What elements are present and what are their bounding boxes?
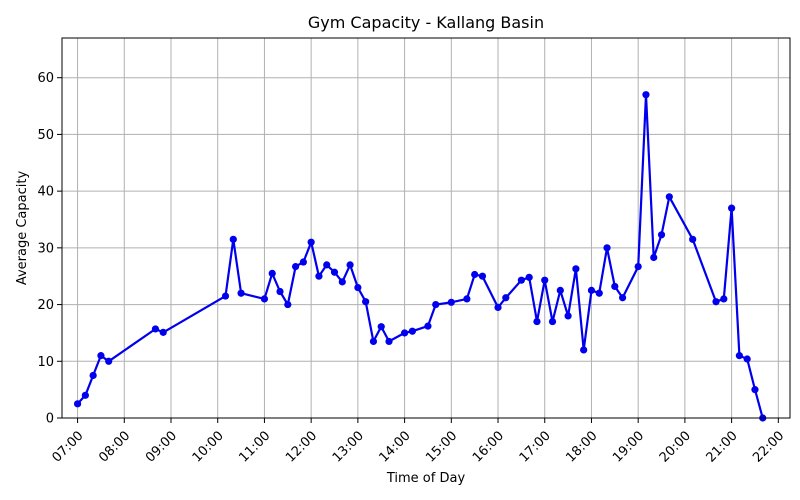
data-point [284,300,292,309]
data-point [81,391,89,399]
data-point [432,300,440,309]
plot-frame [61,37,791,419]
data-point [657,231,666,239]
data-point [572,265,580,273]
data-point [323,261,331,269]
data-point [735,352,743,360]
data-point [556,286,564,294]
y-tick-label: 10 [37,355,54,370]
data-point [424,322,432,330]
data-point [447,298,455,306]
data-point [221,292,230,300]
data-point [517,276,525,284]
data-point [260,295,269,303]
data-point [237,289,245,297]
data-point [618,294,627,302]
data-point [362,298,370,306]
x-axis-title: Time of Day [386,471,466,486]
data-point [471,270,479,279]
data-point [291,262,300,271]
data-point [307,238,315,246]
data-point [229,235,237,243]
data-point [385,337,393,346]
data-point [728,204,736,212]
y-tick-label: 60 [37,71,54,86]
data-point [650,253,658,262]
series-layer [73,91,767,422]
data-point [299,258,307,266]
data-point [354,283,362,292]
data-point [712,298,720,306]
data-point [603,244,611,252]
data-point [478,272,487,280]
data-point [97,352,105,360]
chart-title: Gym Capacity - Kallang Basin [308,13,544,32]
data-point [73,400,82,408]
data-point [330,268,339,276]
data-point [105,357,113,365]
data-point [533,317,541,326]
data-point [159,328,167,336]
data-point [338,278,346,286]
data-point [720,295,728,303]
data-point [463,295,471,303]
y-tick-label: 40 [37,185,54,200]
data-point [502,294,510,302]
data-point [400,329,409,337]
data-point [548,317,557,326]
data-point [268,269,276,277]
data-point [315,272,323,280]
data-point [89,371,97,380]
data-point [634,262,642,271]
data-point [377,323,385,331]
y-tick-label: 0 [46,412,54,427]
data-point [743,355,751,363]
y-tick-label: 20 [37,298,54,313]
data-point [494,303,502,312]
data-point [541,276,549,284]
data-point [611,282,619,291]
data-point [525,273,533,281]
data-point [665,193,673,201]
data-point [642,91,650,99]
series-line [76,93,764,419]
data-point [408,327,416,335]
data-point [276,287,284,296]
data-point [580,346,588,354]
data-point [564,312,572,320]
y-tick-label: 30 [37,241,54,256]
data-point [751,386,759,394]
data-point [689,235,697,243]
data-point [151,325,160,333]
data-point [595,289,603,297]
y-axis-title: Average Capacity [15,171,30,286]
data-point [346,261,354,269]
data-point [587,286,596,294]
y-tick-label: 50 [37,128,54,143]
data-point [369,337,378,346]
